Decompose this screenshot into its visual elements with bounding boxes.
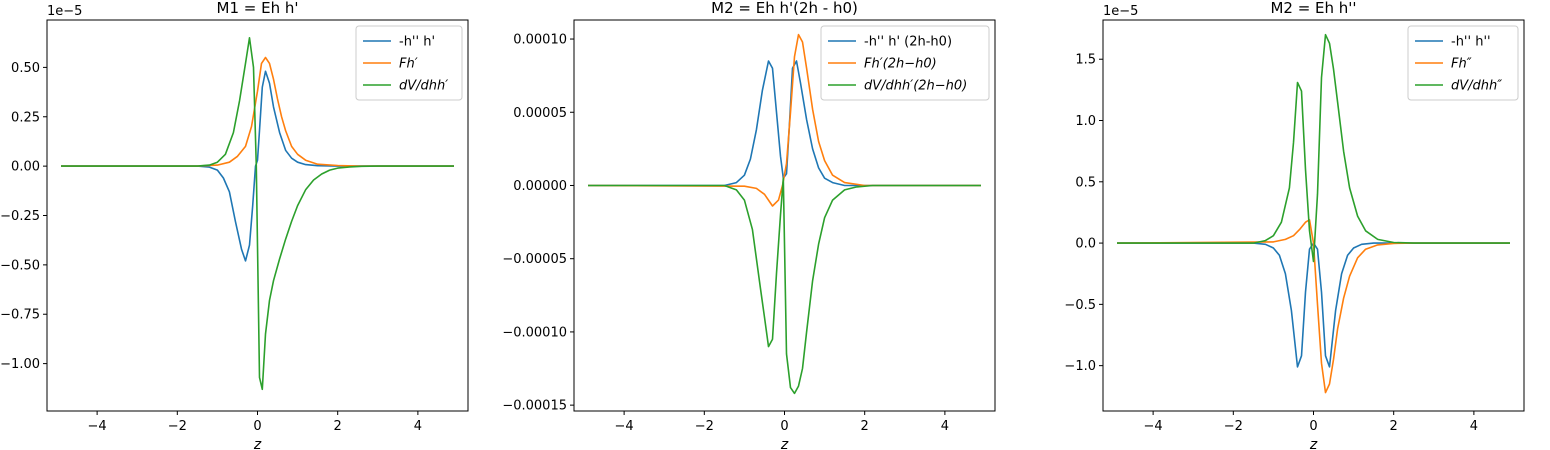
x-tick-label: −2	[1224, 419, 1243, 434]
y-tick-label: 0.00000	[513, 179, 567, 194]
y-tick-label: 0.25	[11, 110, 40, 125]
y-offset-label: 1e−5	[1103, 4, 1138, 19]
y-tick-label: −1.00	[0, 357, 40, 372]
y-tick-label: 0.50	[11, 61, 40, 76]
x-tick-label: −2	[168, 419, 187, 434]
y-tick-label: −0.00010	[502, 325, 567, 340]
legend-box	[355, 25, 463, 101]
x-tick-label: 2	[1390, 419, 1398, 434]
series-line-1	[588, 60, 981, 187]
legend-label: -h'' h'	[399, 35, 435, 50]
legend-label: dV/dhh′(2h−h0)	[864, 79, 967, 94]
y-tick-label: −0.00005	[502, 252, 567, 267]
legend-box	[1407, 25, 1519, 101]
x-axis-label: z	[1309, 437, 1318, 450]
x-tick-label: −4	[615, 419, 634, 434]
y-tick-label: 0.00010	[513, 33, 567, 48]
legend: -h'' h' (2h-h0) Fh′(2h−h0) dV/dhh′(2h−h0)	[820, 25, 990, 101]
y-tick-label: −0.25	[0, 209, 40, 224]
series-line-3	[1117, 33, 1510, 263]
y-tick-label: −1.0	[1064, 359, 1096, 374]
chart-title: M2 = Eh h''	[1270, 0, 1356, 17]
legend-label: dV/dhh′	[399, 79, 448, 94]
y-tick-label: 1.5	[1075, 53, 1096, 68]
y-tick-label: −0.00015	[502, 399, 567, 414]
series-line-3	[588, 177, 981, 395]
x-tick-label: 2	[861, 419, 869, 434]
legend-box	[820, 25, 990, 101]
x-axis-label: z	[253, 437, 262, 450]
series-line-2	[61, 56, 454, 167]
x-tick-label: 4	[1470, 419, 1478, 434]
x-tick-label: 4	[941, 419, 949, 434]
series-line-2	[587, 33, 981, 207]
x-tick-label: 4	[414, 419, 422, 434]
x-tick-label: −4	[1144, 419, 1163, 434]
y-tick-label: −0.50	[0, 258, 40, 273]
y-tick-label: −0.75	[0, 308, 40, 323]
x-tick-label: 0	[253, 419, 261, 434]
y-offset-label: 1e−5	[47, 4, 82, 19]
chart-panel-3: −4 −2 0 2 4 −1.0 −0.5 0.0 0.5 1.0 1.5 M2 = Eh h'' z 1…	[1064, 0, 1525, 450]
chart-panel-2: −4 −2 0 2 4 −0.00015 −0.00010 −0.00005 0.00000 0.…	[502, 0, 996, 450]
legend: -h'' h' Fh′ dV/dhh′	[355, 25, 463, 101]
series-line-1	[61, 70, 454, 262]
x-tick-label: −2	[695, 419, 714, 434]
x-tick-label: 0	[780, 419, 788, 434]
y-tick-label: 0.00	[11, 160, 40, 175]
y-tick-label: 0.00005	[513, 106, 567, 121]
y-tick-label: 0.5	[1075, 175, 1096, 190]
legend-label: Fh′(2h−h0)	[864, 57, 937, 72]
series-line-3	[61, 36, 454, 391]
x-axis-label: z	[780, 437, 789, 450]
y-tick-label: −0.5	[1064, 298, 1096, 313]
x-tick-label: 2	[334, 419, 342, 434]
series-line-2	[1116, 219, 1510, 394]
y-tick-label: 0.0	[1075, 237, 1096, 252]
legend-label: -h'' h' (2h-h0)	[864, 35, 952, 50]
chart-title: M1 = Eh h'	[217, 0, 299, 17]
legend-label: Fh″	[1451, 57, 1472, 72]
chart-title: M2 = Eh h'(2h - h0)	[711, 0, 858, 17]
chart-panel-1: −4 −2 0 2 4 −1.00 −0.75 −0.50 −0.25 0.00 0.25 0.50 M…	[0, 0, 469, 450]
series-line-1	[1117, 242, 1510, 368]
y-tick-label: 1.0	[1075, 114, 1096, 129]
x-tick-label: 0	[1309, 419, 1317, 434]
x-tick-label: −4	[88, 419, 107, 434]
legend-label: dV/dhh″	[1451, 79, 1502, 94]
legend-label: -h'' h''	[1451, 35, 1491, 50]
legend-label: Fh′	[399, 57, 418, 72]
legend: -h'' h'' Fh″ dV/dhh″	[1407, 25, 1519, 101]
